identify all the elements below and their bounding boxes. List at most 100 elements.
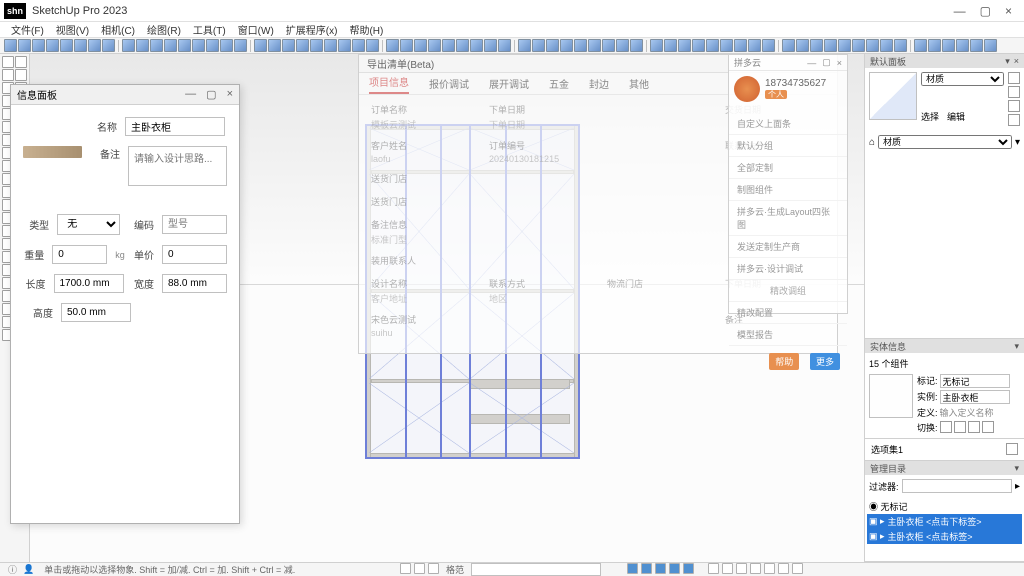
status-icon[interactable] bbox=[627, 563, 638, 574]
measure-input[interactable] bbox=[471, 563, 601, 576]
tool-icon[interactable] bbox=[15, 56, 27, 68]
menu-window[interactable]: 窗口(W) bbox=[233, 22, 279, 37]
close-button[interactable]: × bbox=[1005, 4, 1012, 18]
toggle-icon[interactable] bbox=[954, 421, 966, 433]
toolbar-icon[interactable] bbox=[942, 39, 955, 52]
toolbar-icon[interactable] bbox=[352, 39, 365, 52]
toolbar-icon[interactable] bbox=[560, 39, 573, 52]
toolbar-icon[interactable] bbox=[748, 39, 761, 52]
cloud-item[interactable]: 默认分组 bbox=[729, 135, 847, 157]
toolbar-icon[interactable] bbox=[532, 39, 545, 52]
toolbar-icon[interactable] bbox=[970, 39, 983, 52]
tool-icon[interactable] bbox=[2, 69, 14, 81]
filter-menu-icon[interactable]: ▸ bbox=[1015, 481, 1020, 492]
toolbar-icon[interactable] bbox=[928, 39, 941, 52]
status-icon[interactable] bbox=[400, 563, 411, 574]
toolbar-icon[interactable] bbox=[984, 39, 997, 52]
more-button[interactable]: 更多 bbox=[810, 353, 840, 370]
toolbar-icon[interactable] bbox=[4, 39, 17, 52]
options-icon[interactable] bbox=[1006, 443, 1018, 455]
status-icon[interactable] bbox=[669, 563, 680, 574]
toolbar-icon[interactable] bbox=[366, 39, 379, 52]
toolbar-icon[interactable] bbox=[206, 39, 219, 52]
layer-item[interactable]: ◉ 无标记 bbox=[867, 499, 1022, 514]
toolbar-icon[interactable] bbox=[852, 39, 865, 52]
toolbar-icon[interactable] bbox=[220, 39, 233, 52]
toolbar-icon[interactable] bbox=[164, 39, 177, 52]
menu-tools[interactable]: 工具(T) bbox=[188, 22, 231, 37]
toolbar-icon[interactable] bbox=[720, 39, 733, 52]
toolbar-icon[interactable] bbox=[588, 39, 601, 52]
material-cat-select[interactable]: 材质 bbox=[878, 135, 1012, 149]
toggle-icon[interactable] bbox=[940, 421, 952, 433]
status-icon[interactable] bbox=[414, 563, 425, 574]
status-icon[interactable] bbox=[708, 563, 719, 574]
toolbar-icon[interactable] bbox=[442, 39, 455, 52]
toolbar-icon[interactable] bbox=[60, 39, 73, 52]
toolbar-icon[interactable] bbox=[692, 39, 705, 52]
toolbar-icon[interactable] bbox=[810, 39, 823, 52]
toolbar-icon[interactable] bbox=[122, 39, 135, 52]
toolbar-icon[interactable] bbox=[338, 39, 351, 52]
toolbar-icon[interactable] bbox=[782, 39, 795, 52]
tab-other[interactable]: 其他 bbox=[629, 76, 649, 91]
cloud-item[interactable]: 精改配置 bbox=[729, 302, 847, 324]
toolbar-icon[interactable] bbox=[324, 39, 337, 52]
panel-collapse-icon[interactable]: ▾ bbox=[1014, 463, 1019, 474]
mat-tool-icon[interactable] bbox=[1008, 114, 1020, 126]
toolbar-icon[interactable] bbox=[734, 39, 747, 52]
cloud-item[interactable]: 发送定制生产商 bbox=[729, 236, 847, 258]
toolbar-icon[interactable] bbox=[484, 39, 497, 52]
toolbar-icon[interactable] bbox=[102, 39, 115, 52]
type-select[interactable]: 无 bbox=[57, 214, 120, 235]
status-icon[interactable] bbox=[641, 563, 652, 574]
layer-item[interactable]: ▣ ▸主卧衣柜 <点击标签> bbox=[867, 529, 1022, 544]
toggle-icon[interactable] bbox=[982, 421, 994, 433]
toolbar-icon[interactable] bbox=[268, 39, 281, 52]
toolbar-icon[interactable] bbox=[838, 39, 851, 52]
menu-help[interactable]: 帮助(H) bbox=[344, 22, 388, 37]
toolbar-icon[interactable] bbox=[192, 39, 205, 52]
panel-close-icon[interactable]: × bbox=[1014, 56, 1019, 67]
toolbar-icon[interactable] bbox=[664, 39, 677, 52]
dropdown-icon[interactable]: ▾ bbox=[1015, 137, 1020, 148]
status-icon[interactable] bbox=[655, 563, 666, 574]
toolbar-icon[interactable] bbox=[796, 39, 809, 52]
toolbar-icon[interactable] bbox=[234, 39, 247, 52]
height-input[interactable] bbox=[61, 303, 131, 322]
menu-view[interactable]: 视图(V) bbox=[51, 22, 94, 37]
cloud-max-icon[interactable]: ▢ bbox=[822, 57, 831, 68]
toolbar-icon[interactable] bbox=[866, 39, 879, 52]
dialog-min-icon[interactable]: — bbox=[185, 88, 196, 101]
note-input[interactable] bbox=[128, 146, 227, 186]
toolbar-icon[interactable] bbox=[602, 39, 615, 52]
mat-tool-icon[interactable] bbox=[1008, 86, 1020, 98]
instance-input[interactable] bbox=[940, 390, 1010, 404]
filter-input[interactable] bbox=[902, 479, 1012, 493]
cloud-min-icon[interactable]: — bbox=[807, 58, 816, 68]
status-icon[interactable] bbox=[764, 563, 775, 574]
toolbar-icon[interactable] bbox=[630, 39, 643, 52]
status-icon[interactable] bbox=[750, 563, 761, 574]
toolbar-icon[interactable] bbox=[880, 39, 893, 52]
tag-input[interactable] bbox=[940, 374, 1010, 388]
minimize-button[interactable]: — bbox=[954, 4, 966, 18]
toggle-icon[interactable] bbox=[968, 421, 980, 433]
toolbar-icon[interactable] bbox=[894, 39, 907, 52]
cloud-item[interactable]: 自定义上面条 bbox=[729, 113, 847, 135]
name-input[interactable] bbox=[125, 117, 225, 136]
toolbar-icon[interactable] bbox=[88, 39, 101, 52]
menu-file[interactable]: 文件(F) bbox=[6, 22, 49, 37]
tab-expand[interactable]: 展开调试 bbox=[489, 76, 529, 91]
status-icon[interactable] bbox=[736, 563, 747, 574]
home-icon[interactable]: ⌂ bbox=[869, 137, 875, 148]
toolbar-icon[interactable] bbox=[470, 39, 483, 52]
toolbar-icon[interactable] bbox=[254, 39, 267, 52]
mat-tool-icon[interactable] bbox=[1008, 72, 1020, 84]
user-icon[interactable]: 👤 bbox=[23, 564, 34, 575]
code-input[interactable] bbox=[162, 215, 227, 234]
maximize-button[interactable]: ▢ bbox=[980, 4, 991, 18]
toolbar-icon[interactable] bbox=[546, 39, 559, 52]
select-tab[interactable]: 选择 bbox=[921, 110, 939, 123]
tab-project[interactable]: 项目信息 bbox=[369, 74, 409, 94]
